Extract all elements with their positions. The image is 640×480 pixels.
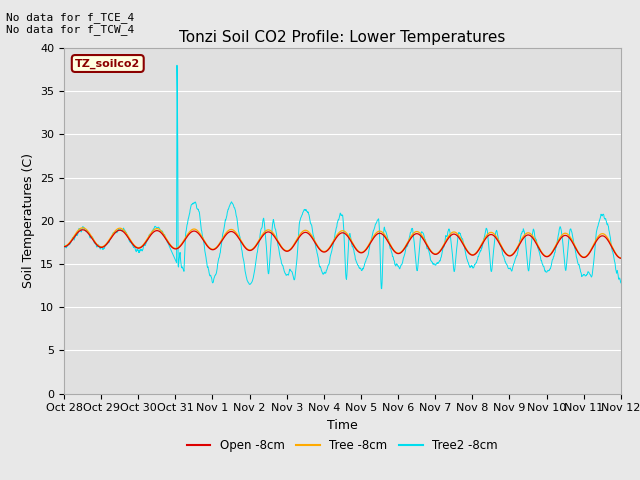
Tree2 -8cm [617, 280, 625, 286]
Tree -8cm [502, 250, 509, 256]
Tree2 -8cm [502, 261, 510, 267]
Open -8cm [502, 251, 509, 257]
Line: Tree2 -8cm: Tree2 -8cm [64, 65, 621, 288]
Open -8cm [184, 232, 192, 238]
Text: No data for f_TCW_4: No data for f_TCW_4 [6, 24, 134, 35]
X-axis label: Time: Time [327, 419, 358, 432]
Tree -8cm [79, 225, 86, 231]
Tree -8cm [617, 255, 625, 261]
Legend: Open -8cm, Tree -8cm, Tree2 -8cm: Open -8cm, Tree -8cm, Tree2 -8cm [182, 434, 503, 457]
Tree2 -8cm [173, 62, 181, 68]
Tree2 -8cm [246, 281, 254, 287]
Tree2 -8cm [552, 247, 559, 253]
Line: Tree -8cm: Tree -8cm [64, 228, 621, 258]
Open -8cm [551, 245, 559, 251]
Open -8cm [60, 244, 68, 250]
Open -8cm [617, 255, 625, 261]
Text: TZ_soilco2: TZ_soilco2 [75, 59, 140, 69]
Tree -8cm [429, 250, 437, 256]
Y-axis label: Soil Temperatures (C): Soil Temperatures (C) [22, 153, 35, 288]
Tree -8cm [246, 247, 254, 253]
Open -8cm [171, 246, 179, 252]
Tree2 -8cm [170, 254, 178, 260]
Tree -8cm [171, 245, 179, 251]
Tree2 -8cm [60, 242, 68, 248]
Line: Open -8cm: Open -8cm [64, 230, 621, 258]
Tree2 -8cm [184, 216, 192, 222]
Tree2 -8cm [378, 286, 385, 291]
Title: Tonzi Soil CO2 Profile: Lower Temperatures: Tonzi Soil CO2 Profile: Lower Temperatur… [179, 30, 506, 46]
Text: No data for f_TCE_4: No data for f_TCE_4 [6, 12, 134, 23]
Tree2 -8cm [429, 261, 437, 266]
Open -8cm [246, 248, 254, 253]
Tree -8cm [184, 230, 192, 236]
Open -8cm [429, 251, 437, 256]
Tree -8cm [60, 243, 68, 249]
Open -8cm [79, 227, 86, 233]
Tree -8cm [551, 244, 559, 250]
